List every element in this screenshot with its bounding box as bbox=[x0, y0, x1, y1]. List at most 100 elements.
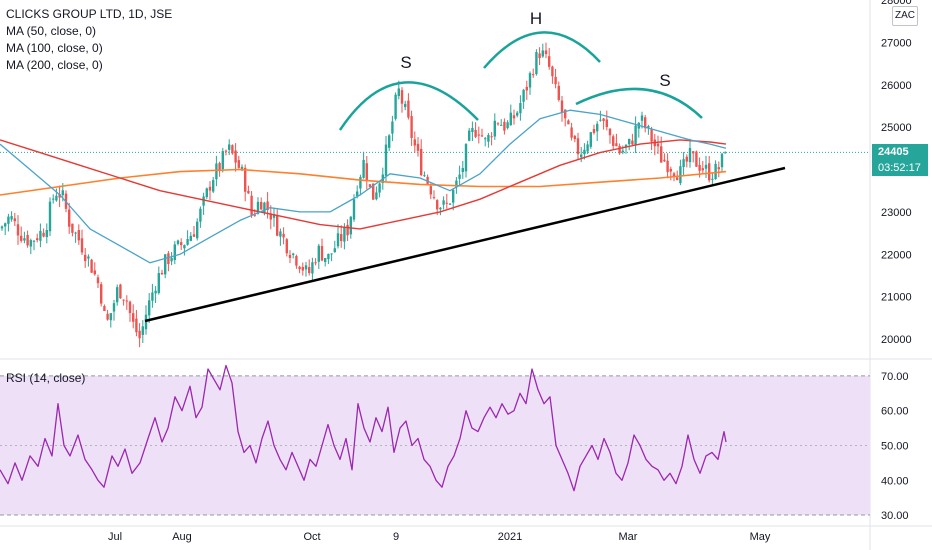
countdown-badge: 03:52:17 bbox=[872, 160, 928, 176]
scale-toggle-button[interactable]: ZAC bbox=[892, 6, 918, 26]
candle-body bbox=[512, 115, 516, 119]
legend-ma100[interactable]: MA (100, close, 0) bbox=[6, 41, 103, 55]
rsi-tick-label: 70.00 bbox=[881, 371, 909, 383]
candle-body bbox=[554, 76, 557, 85]
candle-body bbox=[573, 135, 576, 140]
candle-body bbox=[42, 232, 45, 237]
candle-body bbox=[388, 135, 391, 148]
candle-body bbox=[269, 213, 272, 220]
candle-body bbox=[375, 192, 378, 200]
candle-body bbox=[266, 201, 269, 211]
candle-body bbox=[317, 245, 320, 262]
candle-body bbox=[711, 178, 714, 180]
candle-body bbox=[0, 226, 4, 229]
candle-body bbox=[500, 124, 503, 126]
candle-body bbox=[135, 318, 138, 333]
price-tick-label: 25000 bbox=[881, 122, 912, 134]
candle-body bbox=[503, 121, 506, 131]
candle-body bbox=[506, 122, 509, 129]
candle-body bbox=[416, 143, 420, 151]
time-tick-label: 2021 bbox=[498, 531, 522, 543]
legend-ma200[interactable]: MA (200, close, 0) bbox=[6, 58, 103, 72]
candle-body bbox=[314, 262, 317, 264]
candle-body bbox=[557, 85, 560, 100]
candle-body bbox=[240, 166, 244, 169]
candle-body bbox=[4, 223, 7, 227]
rsi-tick-label: 60.00 bbox=[881, 406, 909, 418]
candle-body bbox=[378, 183, 381, 193]
candle-body bbox=[116, 287, 119, 303]
candle-body bbox=[359, 177, 362, 189]
candle-body bbox=[26, 234, 29, 246]
candle-body bbox=[122, 299, 125, 301]
legend-title[interactable]: CLICKS GROUP LTD, 1D, JSE bbox=[6, 7, 173, 21]
candle-body bbox=[90, 259, 93, 273]
candle-body bbox=[589, 132, 592, 147]
candle-body bbox=[612, 136, 615, 146]
candle-body bbox=[621, 150, 624, 153]
candle-body bbox=[256, 201, 260, 214]
candle-body bbox=[423, 175, 426, 177]
candle-body bbox=[285, 239, 288, 254]
candle-body bbox=[132, 313, 135, 322]
candle-body bbox=[288, 254, 292, 258]
candle-body bbox=[679, 166, 682, 184]
candle-body bbox=[452, 189, 455, 203]
ascending-trendline bbox=[144, 166, 786, 323]
candle-body bbox=[45, 230, 48, 238]
candle-body bbox=[455, 180, 458, 188]
candle-body bbox=[84, 254, 87, 262]
candle-body bbox=[141, 326, 144, 335]
candle-body bbox=[439, 207, 442, 210]
candle-body bbox=[208, 186, 212, 191]
candle-body bbox=[564, 109, 567, 119]
time-tick-label: 9 bbox=[393, 531, 399, 543]
candle-body bbox=[362, 159, 365, 178]
candle-body bbox=[429, 186, 432, 195]
candle-body bbox=[250, 195, 253, 215]
candle-body bbox=[221, 151, 224, 170]
candle-body bbox=[103, 306, 106, 311]
candle-body bbox=[522, 89, 525, 102]
candle-body bbox=[237, 160, 240, 168]
rsi-tick-label: 50.00 bbox=[881, 440, 909, 452]
candle-body bbox=[464, 144, 468, 172]
candle-body bbox=[52, 198, 55, 200]
price-tick-label: 27000 bbox=[881, 37, 912, 49]
candle-body bbox=[10, 216, 13, 220]
candle-body bbox=[487, 134, 490, 142]
candle-body bbox=[509, 112, 512, 126]
candle-body bbox=[58, 193, 61, 198]
candle-body bbox=[157, 273, 160, 294]
candle-body bbox=[55, 195, 58, 201]
candle-body bbox=[93, 270, 96, 275]
candle-body bbox=[106, 313, 109, 320]
legend-ma50[interactable]: MA (50, close, 0) bbox=[6, 24, 97, 38]
candle-body bbox=[16, 224, 20, 236]
head-arc bbox=[483, 31, 601, 69]
last-price-badge: 24405 bbox=[872, 144, 928, 160]
rsi-label[interactable]: RSI (14, close) bbox=[6, 371, 86, 385]
candle-body bbox=[458, 174, 461, 179]
candle-body bbox=[618, 145, 621, 154]
price-tick-label: 23000 bbox=[881, 207, 912, 219]
candle-body bbox=[436, 200, 439, 210]
candle-body bbox=[308, 267, 311, 274]
candle-body bbox=[544, 50, 548, 55]
price-tick-label: 28000 bbox=[881, 0, 912, 7]
candle-body bbox=[61, 190, 64, 196]
candle-body bbox=[167, 253, 170, 265]
candle-body bbox=[272, 214, 276, 218]
candle-body bbox=[346, 224, 349, 236]
candle-body bbox=[13, 218, 16, 222]
candle-body bbox=[128, 301, 132, 314]
candle-body bbox=[548, 56, 551, 67]
candle-body bbox=[202, 196, 205, 206]
candle-body bbox=[32, 240, 36, 242]
candle-body bbox=[580, 154, 583, 158]
candle-body bbox=[413, 139, 416, 146]
candle-body bbox=[352, 199, 356, 220]
candle-body bbox=[701, 168, 704, 171]
candle-body bbox=[708, 163, 711, 181]
candle-body bbox=[592, 129, 596, 133]
